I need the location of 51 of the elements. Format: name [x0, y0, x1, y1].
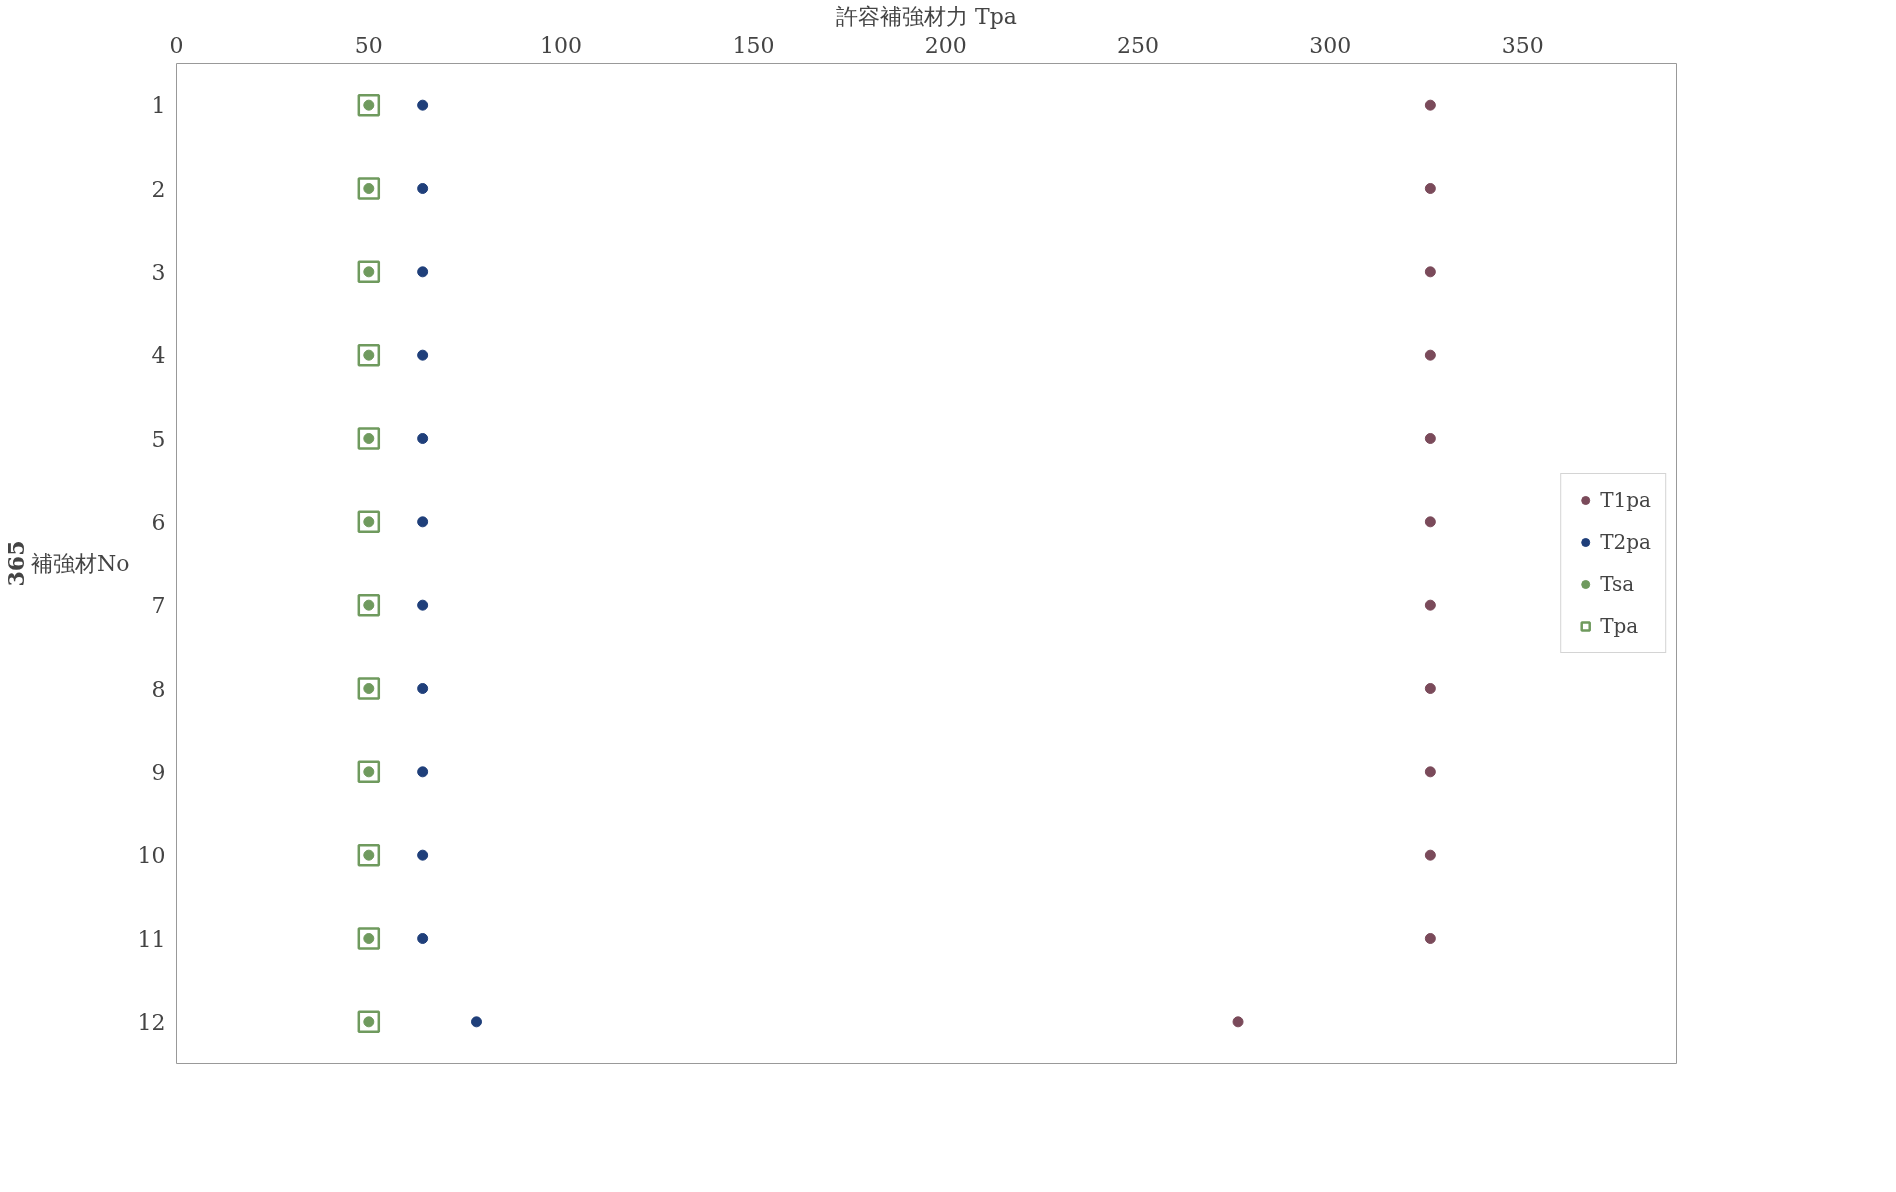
y-tick-label: 10	[137, 843, 166, 869]
y-tick-label: 5	[151, 426, 166, 452]
point	[471, 1016, 482, 1028]
point	[417, 599, 429, 611]
point	[1424, 849, 1436, 861]
point	[1424, 516, 1436, 528]
x-tick-label: 350	[1501, 32, 1544, 58]
x-axis-title: 許容補強材力 Tpa	[836, 3, 1017, 29]
x-tick-label: 0	[169, 32, 184, 58]
x-tick-label: 50	[354, 32, 383, 58]
point	[417, 183, 429, 194]
point	[1424, 349, 1436, 361]
point	[417, 349, 429, 361]
x-tick-label: 250	[1117, 32, 1160, 58]
x-tick-label: 200	[924, 32, 967, 58]
point	[1424, 599, 1436, 611]
y-tick-label: 9	[151, 759, 166, 785]
point	[417, 683, 429, 694]
point	[417, 99, 429, 111]
point	[1424, 433, 1436, 444]
y-tick-label: 6	[151, 509, 166, 535]
y-axis-title: 補強材No	[31, 551, 130, 576]
point	[1424, 99, 1436, 111]
x-tick-label: 300	[1309, 32, 1352, 58]
point	[417, 266, 429, 278]
legend-label: Tsa	[1600, 572, 1635, 596]
point	[417, 766, 429, 778]
point	[417, 849, 429, 861]
point	[1424, 766, 1436, 778]
y-tick-label: 1	[151, 93, 166, 119]
x-tick-label: 150	[732, 32, 775, 58]
point	[1232, 1016, 1244, 1028]
point	[417, 516, 429, 528]
y-tick-label: 11	[137, 926, 166, 952]
point	[1424, 183, 1436, 194]
y-tick-label: 2	[151, 176, 166, 202]
point	[1424, 683, 1436, 694]
legend-label: T2pa	[1600, 530, 1651, 554]
y-tick-label: 7	[151, 593, 166, 619]
y-tick-label: 3	[151, 259, 166, 285]
y-tick-label: 4	[151, 343, 166, 369]
text: 365	[2, 540, 29, 587]
point	[1424, 933, 1436, 944]
legend-label: Tpa	[1600, 614, 1639, 638]
legend-label: T1pa	[1600, 488, 1651, 512]
point	[1424, 266, 1436, 278]
point	[417, 933, 429, 944]
y-tick-label: 8	[151, 676, 166, 702]
x-tick-label: 100	[540, 32, 583, 58]
y-tick-label: 12	[137, 1009, 166, 1035]
point	[417, 433, 429, 444]
